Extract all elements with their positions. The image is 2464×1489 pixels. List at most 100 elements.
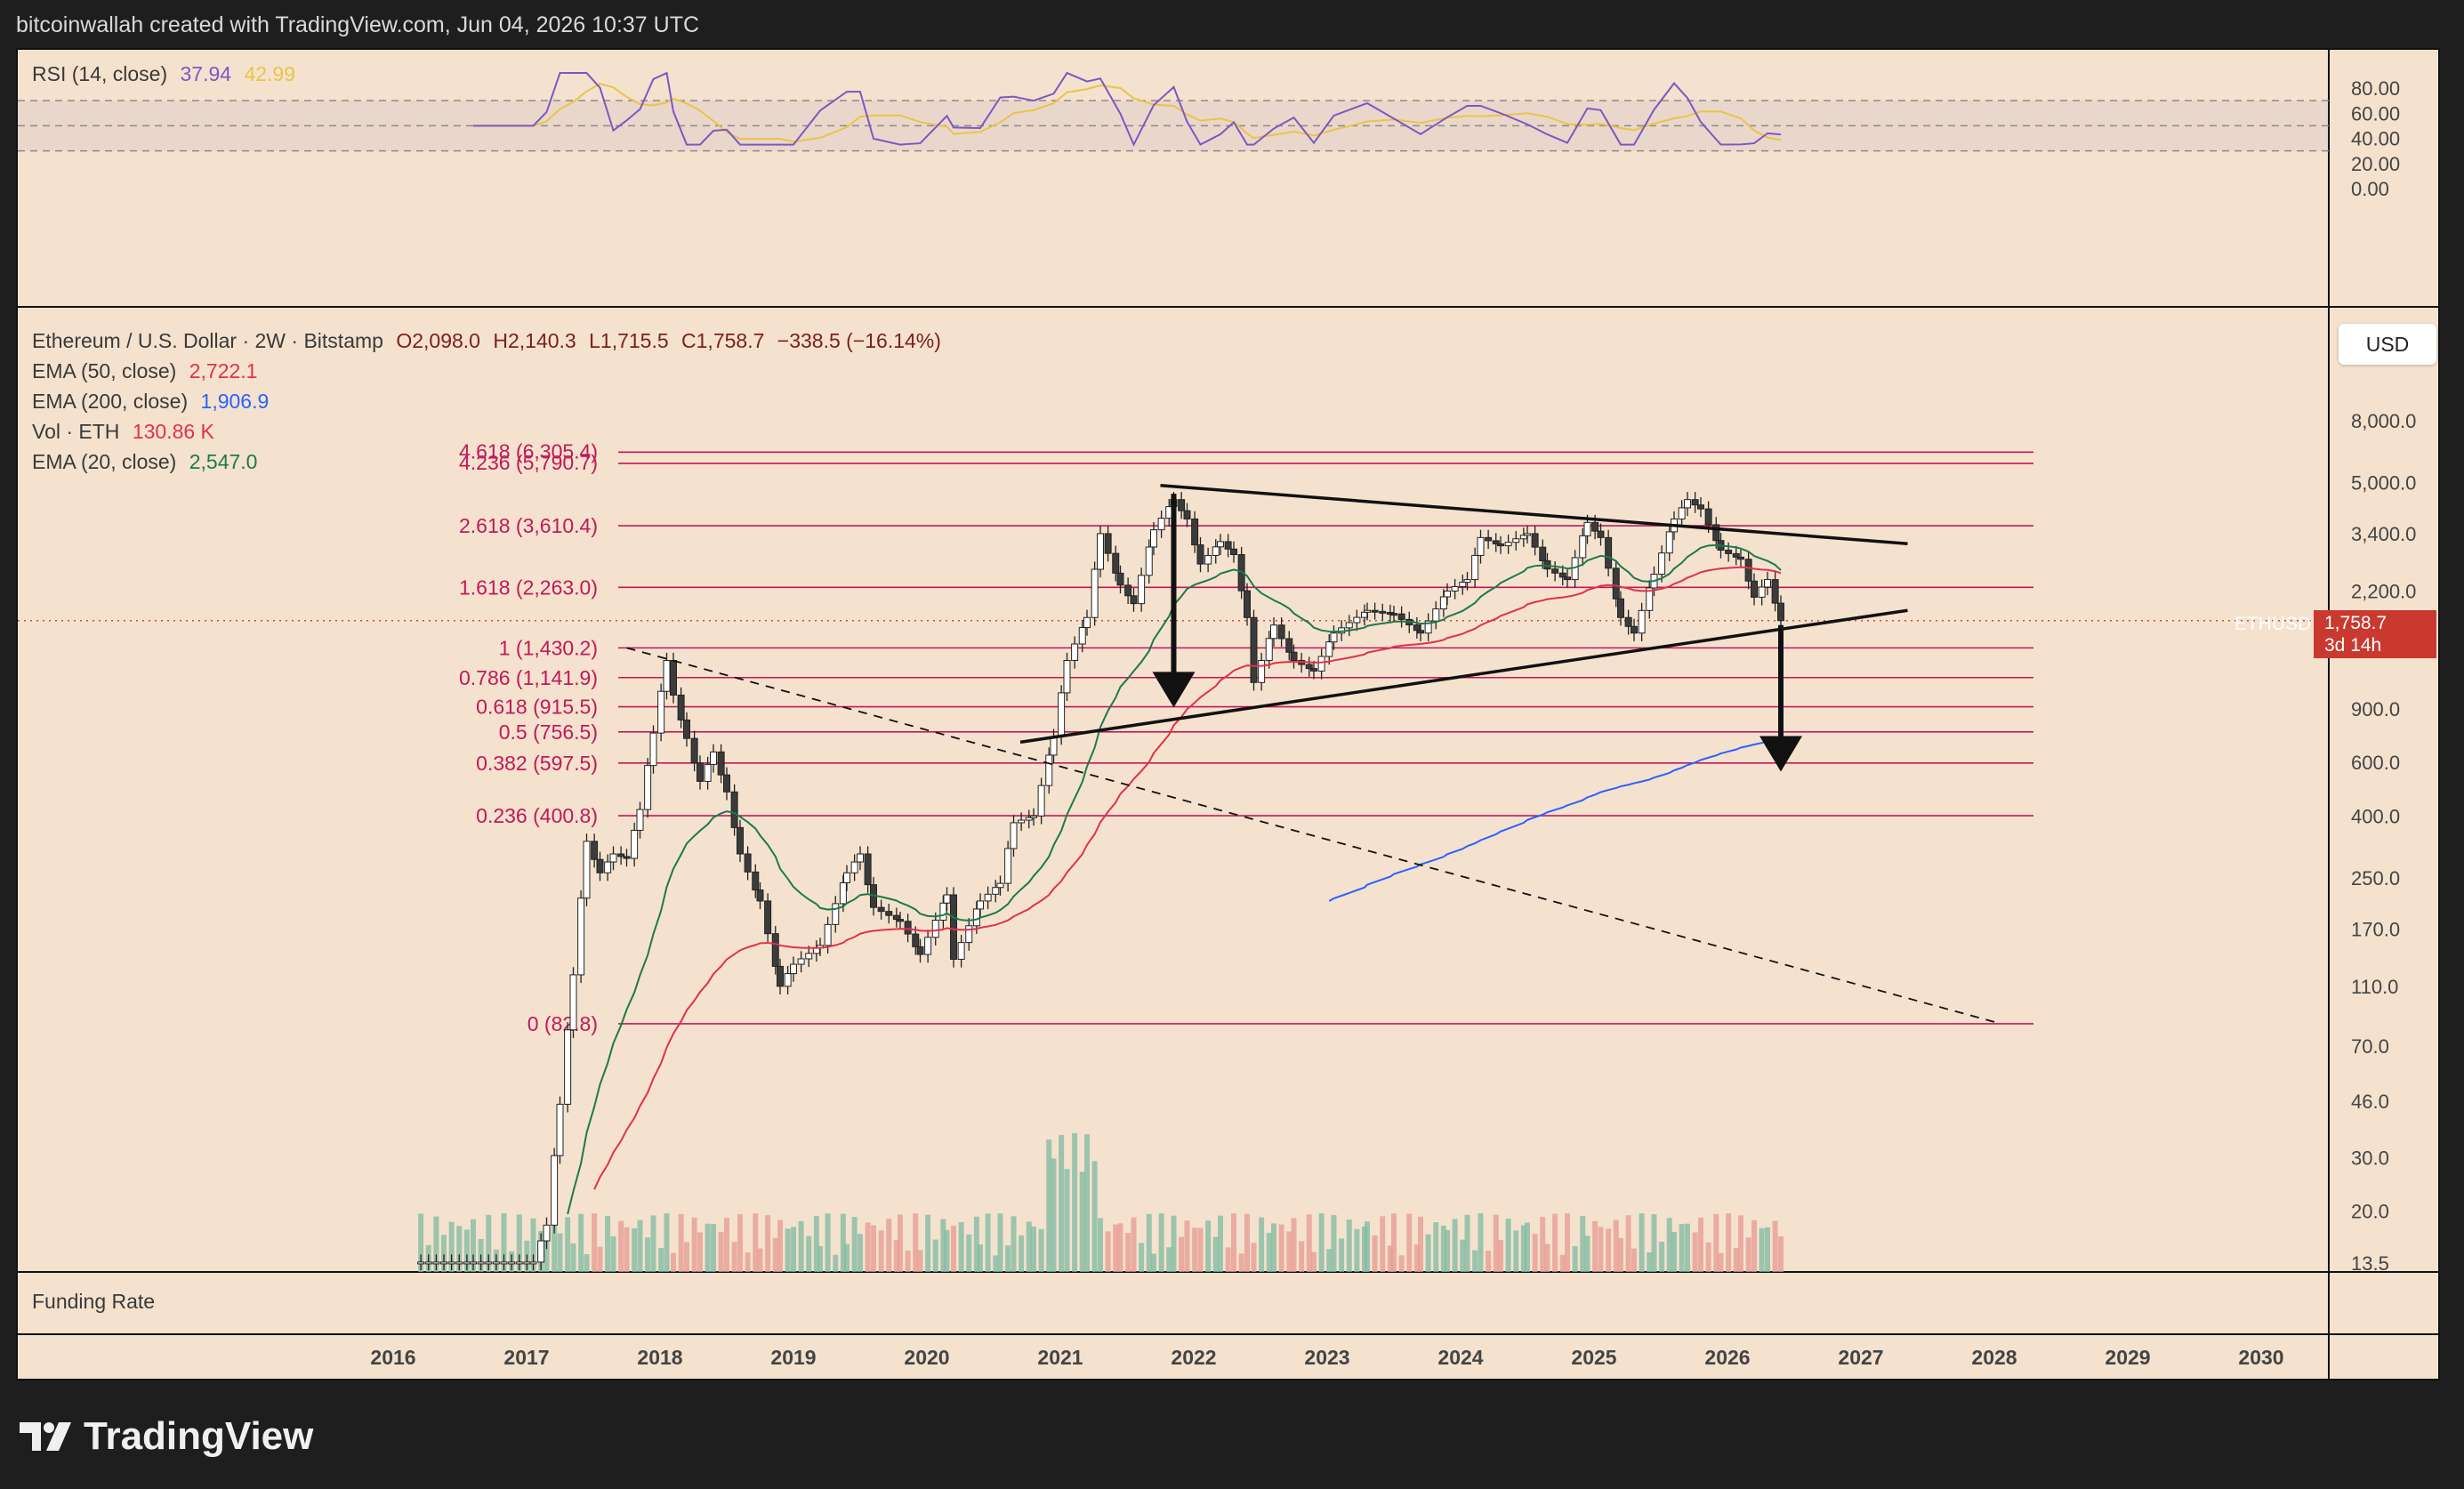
candle-body xyxy=(1551,568,1559,574)
volume-bar xyxy=(1231,1213,1236,1272)
symbol-title: Ethereum / U.S. Dollar · 2W · Bitstamp xyxy=(32,329,383,352)
symbol-legend[interactable]: Ethereum / U.S. Dollar · 2W · Bitstamp O… xyxy=(32,329,948,353)
volume-legend[interactable]: Vol · ETH 130.86 K xyxy=(32,420,221,444)
currency-button[interactable]: USD xyxy=(2339,324,2436,365)
candle-body xyxy=(417,1261,425,1265)
candle-body xyxy=(492,1261,500,1265)
candle-body xyxy=(1612,567,1620,600)
candle-body xyxy=(1130,595,1138,605)
ema20-legend[interactable]: EMA (20, close) 2,547.0 xyxy=(32,450,264,474)
candle-body xyxy=(556,1103,564,1156)
volume-bar xyxy=(913,1213,919,1272)
tradingview-logo[interactable]: TradingView xyxy=(20,1414,313,1459)
candle-body xyxy=(904,921,912,935)
volume-bar xyxy=(1105,1231,1111,1272)
fib-level-label: 0 (82.8) xyxy=(527,1012,598,1035)
volume-bar xyxy=(1598,1227,1604,1272)
candle-body xyxy=(1539,546,1547,561)
volume-bar xyxy=(1158,1213,1164,1272)
volume-bar xyxy=(565,1217,571,1272)
fib-level-label: 1 (1,430.2) xyxy=(499,636,598,659)
candle-body xyxy=(551,1155,559,1226)
candle-body xyxy=(1353,616,1361,624)
candle-body xyxy=(537,1240,545,1263)
candle-body xyxy=(1317,656,1325,672)
candle-body xyxy=(1325,641,1333,657)
volume-bar xyxy=(1026,1221,1032,1272)
volume-bar xyxy=(1291,1218,1297,1272)
price-axis-label: 400.0 xyxy=(2351,805,2400,827)
candle-body xyxy=(1638,609,1646,634)
candle-body xyxy=(771,933,779,967)
volume-bar xyxy=(1565,1213,1570,1272)
candle-body xyxy=(591,841,599,860)
volume-bar xyxy=(840,1213,846,1272)
candle-body xyxy=(1658,552,1666,575)
candle-body xyxy=(583,841,591,899)
volume-bar xyxy=(605,1215,611,1272)
volume-bar xyxy=(973,1216,979,1272)
volume-bar xyxy=(1705,1242,1711,1272)
rsi-axis-label: 20.00 xyxy=(2351,153,2400,175)
volume-bar xyxy=(1225,1247,1231,1272)
rsi-legend[interactable]: RSI (14, close) 37.94 42.99 xyxy=(32,62,302,86)
trendline xyxy=(1019,608,1908,744)
fib-level-label: 0.236 (400.8) xyxy=(476,804,598,827)
volume-bar xyxy=(951,1225,956,1272)
volume-bar xyxy=(1038,1228,1044,1272)
volume-bar xyxy=(1552,1213,1558,1272)
volume-bar xyxy=(1540,1217,1546,1272)
volume-bar xyxy=(1505,1219,1511,1272)
candle-body xyxy=(1591,521,1599,532)
candle-body xyxy=(463,1261,471,1265)
volume-bar xyxy=(1372,1235,1378,1272)
volume-bar xyxy=(1331,1215,1337,1272)
ema200-legend[interactable]: EMA (200, close) 1,906.9 xyxy=(32,390,276,414)
volume-bar xyxy=(1513,1230,1519,1272)
candle-body xyxy=(1025,817,1033,821)
time-axis-label: 2026 xyxy=(1704,1346,1750,1369)
candle-body xyxy=(1178,499,1186,511)
candle-body xyxy=(649,732,657,767)
volume-bar xyxy=(925,1214,931,1272)
candle-body xyxy=(1524,533,1531,536)
volume-bar xyxy=(1584,1235,1590,1272)
volume-bar xyxy=(530,1218,536,1272)
candle-body xyxy=(744,853,752,873)
candle-body xyxy=(1624,616,1632,627)
volume-bar xyxy=(1346,1219,1352,1272)
open-value: O2,098.0 xyxy=(396,329,480,352)
volume-bar xyxy=(718,1231,724,1272)
candle-body xyxy=(1310,668,1317,672)
volume-bar xyxy=(1445,1229,1450,1272)
candle-body xyxy=(677,694,685,720)
candle-body xyxy=(972,908,980,927)
volume-bar xyxy=(1498,1240,1503,1272)
volume-bar xyxy=(737,1214,743,1272)
volume-bar xyxy=(1212,1236,1219,1272)
volume-bar xyxy=(871,1225,876,1272)
funding-rate-label[interactable]: Funding Rate xyxy=(32,1290,156,1313)
price-axis-label: 8,000.0 xyxy=(2351,410,2416,432)
volume-value: 130.86 K xyxy=(132,420,214,443)
volume-bar xyxy=(791,1227,796,1272)
ema50-value: 2,722.1 xyxy=(189,359,258,382)
rsi-value: 37.94 xyxy=(180,62,232,85)
chart-credit: bitcoinwallah created with TradingView.c… xyxy=(16,12,700,37)
volume-bar xyxy=(825,1213,831,1272)
candle-body xyxy=(1444,590,1451,598)
volume-bar xyxy=(1259,1217,1265,1272)
candle-body xyxy=(992,887,1000,895)
candle-body xyxy=(623,856,631,859)
volume-bar xyxy=(1698,1217,1703,1272)
candle-body xyxy=(1459,582,1467,588)
volume-bar xyxy=(806,1235,812,1272)
candle-body xyxy=(943,894,951,904)
volume-bar xyxy=(1184,1220,1190,1272)
candle-body xyxy=(717,751,725,776)
candle-body xyxy=(737,826,744,855)
ema50-legend[interactable]: EMA (50, close) 2,722.1 xyxy=(32,359,264,383)
volume-bar xyxy=(1733,1247,1739,1272)
volume-bar xyxy=(1671,1231,1677,1272)
